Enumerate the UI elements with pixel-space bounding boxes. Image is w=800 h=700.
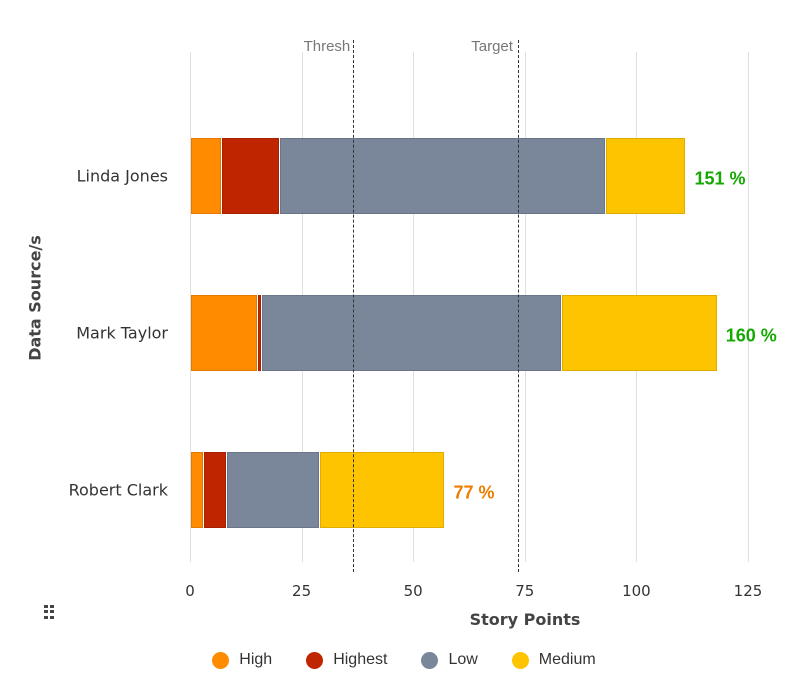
- legend-item-medium[interactable]: Medium: [504, 651, 596, 669]
- x-tick-label: 25: [292, 582, 312, 600]
- y-label-mark-taylor: Mark Taylor: [76, 323, 168, 343]
- bar-segment-highest[interactable]: [222, 138, 280, 214]
- legend: High Highest Low Medium: [0, 651, 800, 669]
- target-label: Target: [471, 38, 513, 55]
- legend-label: Highest: [333, 651, 388, 668]
- legend-item-high[interactable]: High: [204, 651, 272, 669]
- y-label-robert-clark: Robert Clark: [68, 480, 168, 500]
- drag-handle-icon[interactable]: [44, 605, 54, 619]
- gridline: [190, 52, 191, 562]
- x-axis-title: Story Points: [469, 610, 581, 629]
- x-tick-label: 75: [515, 582, 535, 600]
- x-tick-label: 100: [622, 582, 651, 600]
- thresh-line: [352, 40, 354, 572]
- bar-segment-low[interactable]: [226, 452, 320, 528]
- bar-segment-low[interactable]: [262, 295, 561, 371]
- bar-row-mark-taylor: [0, 295, 800, 371]
- bar-segment-high[interactable]: [191, 295, 257, 371]
- bar-segment-highest[interactable]: [204, 452, 226, 528]
- y-label-linda-jones: Linda Jones: [76, 166, 168, 186]
- bar-segment-high[interactable]: [191, 452, 204, 528]
- x-tick-label: 125: [733, 582, 763, 600]
- legend-dot-icon: [421, 651, 439, 669]
- legend-dot-icon: [306, 651, 324, 669]
- percent-label-linda-jones: 151 %: [694, 168, 746, 189]
- legend-dot-icon: [212, 651, 230, 669]
- bar-segment-low[interactable]: [280, 138, 606, 214]
- percent-label-robert-clark: 77 %: [453, 482, 495, 503]
- bar-segment-medium[interactable]: [320, 452, 445, 528]
- x-tick-label: 0: [185, 582, 195, 600]
- legend-label: Low: [448, 651, 478, 668]
- legend-label: Medium: [538, 651, 596, 668]
- legend-item-highest[interactable]: Highest: [298, 651, 387, 669]
- bar-segment-medium[interactable]: [606, 138, 686, 214]
- gridline: [748, 52, 749, 562]
- x-tick-label: 50: [403, 582, 423, 600]
- legend-dot-icon: [511, 651, 529, 669]
- bar-segment-highest[interactable]: [257, 295, 262, 371]
- thresh-label: Thresh: [303, 38, 351, 55]
- bar-row-linda-jones: [0, 138, 800, 214]
- percent-label-mark-taylor: 160 %: [725, 325, 777, 346]
- legend-item-low[interactable]: Low: [413, 651, 478, 669]
- bar-segment-high[interactable]: [191, 138, 222, 214]
- target-line: [518, 40, 520, 572]
- y-axis-title: Data Source/s: [25, 235, 45, 361]
- bar-segment-medium[interactable]: [561, 295, 717, 371]
- bar-row-robert-clark: [0, 452, 800, 528]
- legend-label: High: [239, 651, 273, 668]
